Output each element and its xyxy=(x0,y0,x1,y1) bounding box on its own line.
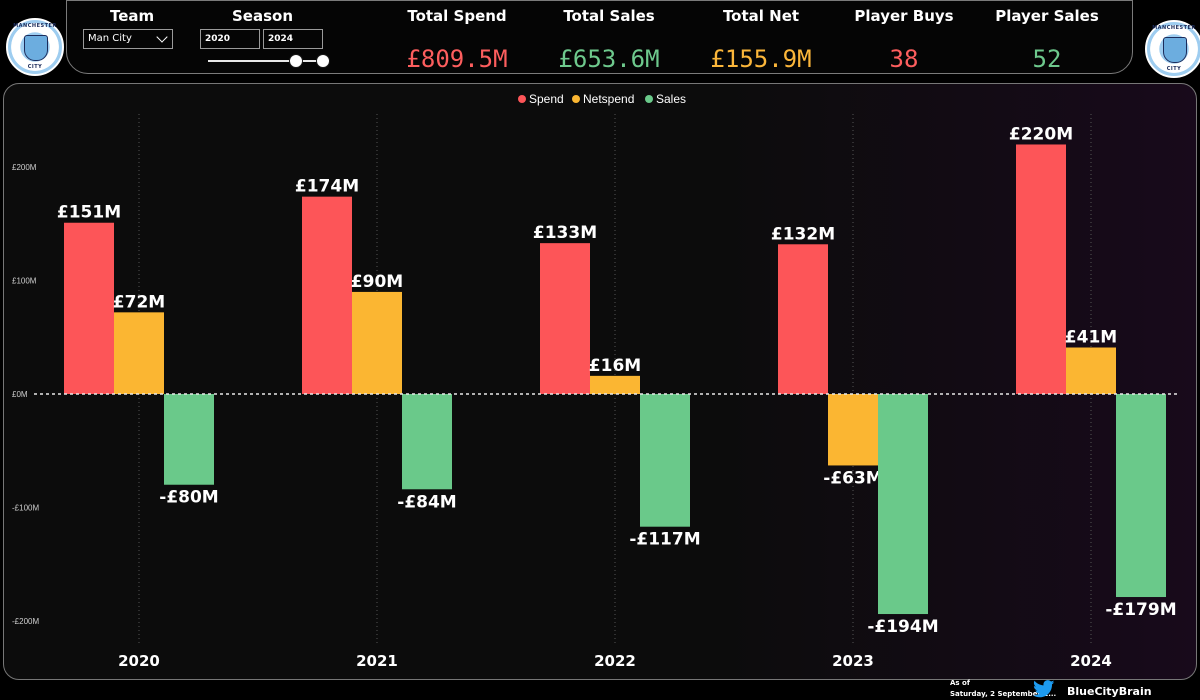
bar-spend-2024[interactable] xyxy=(1016,144,1066,394)
crest-ring-top: MANCHESTER xyxy=(1152,25,1196,31)
data-label: £132M xyxy=(771,224,835,244)
y-tick-label: -£100M xyxy=(12,503,39,512)
chevron-down-icon xyxy=(156,31,168,43)
transfer-chart-panel: £200M £100M £0M -£100M -£200M £151M £174M £133M… xyxy=(3,83,1197,680)
season-slider-track[interactable] xyxy=(208,60,324,62)
kpi-player-buys-label: Player Buys xyxy=(854,7,954,25)
season-slider-handle-end[interactable] xyxy=(316,54,330,68)
kpi-total-spend-value: £809.5M xyxy=(406,45,508,73)
bar-netspend-2020[interactable] xyxy=(114,312,164,394)
data-label: £174M xyxy=(295,177,359,197)
transfer-bar-chart: £200M £100M £0M -£100M -£200M £151M £174M £133M… xyxy=(12,92,1179,670)
bar-spend-2020[interactable] xyxy=(64,222,114,394)
legend-label-spend[interactable]: Spend xyxy=(529,92,564,106)
data-label: £133M xyxy=(533,223,597,243)
bar-sales-2020[interactable] xyxy=(164,394,214,485)
team-crest-right: MANCHESTER CITY xyxy=(1145,20,1200,78)
bar-spend-2022[interactable] xyxy=(540,243,590,394)
bar-sales-2022[interactable] xyxy=(640,394,690,527)
crest-ring-top: MANCHESTER xyxy=(13,23,57,29)
y-tick-label: £100M xyxy=(12,277,37,286)
crest-badge-icon xyxy=(1163,37,1187,63)
data-label: £41M xyxy=(1065,327,1117,347)
kpi-player-sales-label: Player Sales xyxy=(995,7,1099,25)
x-category-label: 2022 xyxy=(594,652,636,670)
crest-badge-icon xyxy=(24,35,48,61)
x-category-label: 2023 xyxy=(832,652,874,670)
data-label: £72M xyxy=(113,292,165,312)
season-to-input[interactable]: 2024 xyxy=(263,29,323,49)
kpi-total-net-value: £155.9M xyxy=(710,45,812,73)
data-label: £16M xyxy=(589,356,641,376)
legend-label-sales[interactable]: Sales xyxy=(656,92,686,106)
header-panel: Team Man City Season 2020 2024 Total Spe… xyxy=(66,0,1133,74)
data-label: -£117M xyxy=(629,530,700,550)
x-category-label: 2020 xyxy=(118,652,160,670)
data-label: -£80M xyxy=(159,488,218,508)
bar-netspend-2022[interactable] xyxy=(590,375,640,394)
crest-ring-bottom: CITY xyxy=(1166,66,1182,72)
twitter-bird-icon[interactable] xyxy=(1033,680,1055,698)
x-category-label: 2021 xyxy=(356,652,398,670)
bar-netspend-2021[interactable] xyxy=(352,291,402,394)
twitter-handle[interactable]: BlueCityBrain xyxy=(1067,685,1152,698)
legend-swatch-spend xyxy=(518,95,526,103)
team-slicer-title: Team xyxy=(110,7,155,25)
data-label: -£194M xyxy=(867,617,938,637)
kpi-total-sales-label: Total Sales xyxy=(563,7,655,25)
data-label: -£179M xyxy=(1105,600,1176,620)
bar-sales-2024[interactable] xyxy=(1116,394,1166,598)
y-tick-label: £200M xyxy=(12,163,37,172)
season-slider-handle-start[interactable] xyxy=(289,54,303,68)
legend-swatch-sales xyxy=(645,95,653,103)
y-tick-label: £0M xyxy=(12,390,28,399)
bar-sales-2023[interactable] xyxy=(878,394,928,615)
kpi-total-spend-label: Total Spend xyxy=(407,7,507,25)
data-label: £151M xyxy=(57,203,121,223)
crest-ring-bottom: CITY xyxy=(27,64,43,70)
team-dropdown-value: Man City xyxy=(88,33,132,44)
data-label: -£63M xyxy=(823,468,882,488)
kpi-total-net-label: Total Net xyxy=(722,7,800,25)
kpi-player-sales-value: 52 xyxy=(1032,45,1062,73)
x-category-label: 2024 xyxy=(1070,652,1112,670)
kpi-total-sales-value: £653.6M xyxy=(558,45,660,73)
bar-spend-2021[interactable] xyxy=(302,196,352,394)
y-tick-label: -£200M xyxy=(12,617,39,626)
bar-netspend-2023[interactable] xyxy=(828,394,878,466)
data-label: £220M xyxy=(1009,124,1073,144)
kpi-player-buys-value: 38 xyxy=(889,45,919,73)
bar-netspend-2024[interactable] xyxy=(1066,347,1116,394)
season-from-input[interactable]: 2020 xyxy=(200,29,260,49)
data-label: -£84M xyxy=(397,492,456,512)
as-of-label: As of xyxy=(950,679,970,687)
team-dropdown[interactable]: Man City xyxy=(83,29,173,49)
team-crest-left: MANCHESTER CITY xyxy=(6,18,64,76)
legend-label-netspend[interactable]: Netspend xyxy=(583,92,634,106)
data-label: £90M xyxy=(351,272,403,292)
bar-spend-2023[interactable] xyxy=(778,244,828,394)
legend-swatch-netspend xyxy=(572,95,580,103)
bar-sales-2021[interactable] xyxy=(402,394,452,490)
season-slicer-title: Season xyxy=(232,7,294,25)
as-of-date: Saturday, 2 September 2... xyxy=(950,690,1057,698)
